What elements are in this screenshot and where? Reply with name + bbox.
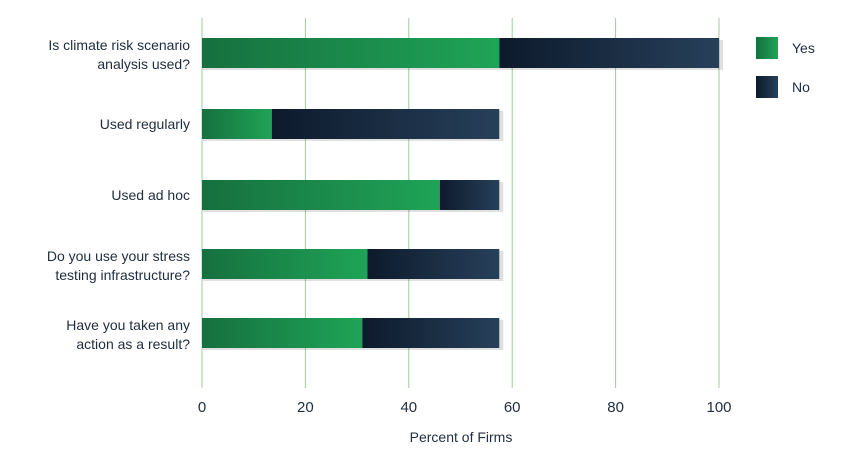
category-label: Used ad hoc [111,187,190,203]
category-label-line: Is climate risk scenario [48,37,190,53]
x-tick-label: 20 [297,399,314,416]
bar-yes [202,38,500,68]
category-label-line: Do you use your stress [47,248,190,264]
bar-no [362,318,500,348]
category-label-line: testing infrastructure? [55,267,190,283]
legend: Yes No [756,37,815,98]
bar-yes [202,180,440,210]
x-tick-labels: 0 20 40 60 80 100 [198,399,732,416]
legend-swatch-no [756,76,778,98]
category-label-line: action as a result? [76,336,190,352]
bar-yes [202,249,368,279]
category-label: Have you taken any action as a result? [66,317,190,352]
category-label-line: analysis used? [97,56,190,72]
bar-no [367,249,500,279]
x-tick-label: 100 [706,399,731,416]
bar-no [439,180,500,210]
category-label: Used regularly [100,116,190,132]
category-label-line: Used regularly [100,116,190,132]
legend-swatch-yes [756,37,778,59]
x-tick-label: 0 [198,399,206,416]
legend-label-no: No [792,79,810,95]
x-tick-label: 80 [607,399,624,416]
category-label-line: Used ad hoc [111,187,190,203]
bars [202,38,723,350]
bar-no [499,38,719,68]
legend-label-yes: Yes [792,40,815,56]
category-label-line: Have you taken any [66,317,190,333]
x-axis-title: Percent of Firms [410,429,513,445]
category-label: Is climate risk scenario analysis used? [48,37,190,72]
category-labels: Is climate risk scenario analysis used? Us… [47,37,190,352]
x-tick-label: 40 [400,399,417,416]
bar-yes [202,318,363,348]
category-label: Do you use your stress testing infrastruc… [47,248,190,283]
bar-no [271,109,500,139]
x-tick-label: 60 [504,399,521,416]
bar-yes [202,109,272,139]
